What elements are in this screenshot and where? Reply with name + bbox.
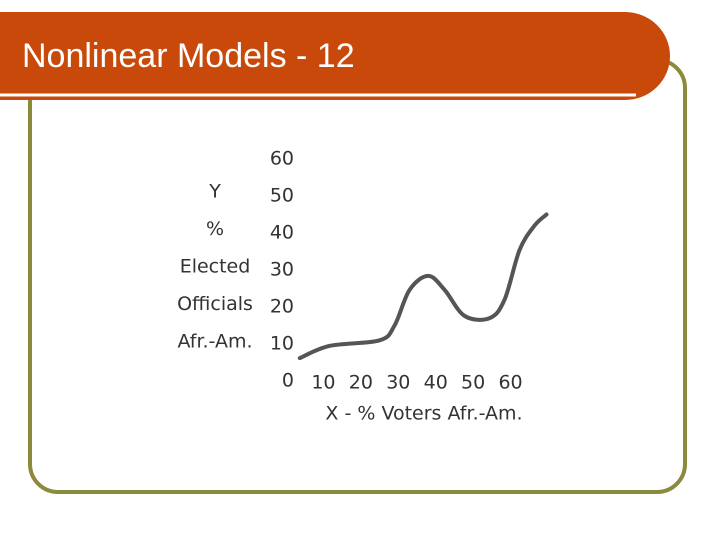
y-tick-label: 50 (270, 185, 294, 207)
slide-title: Nonlinear Models - 12 (22, 37, 355, 75)
x-tick-label: 20 (349, 372, 373, 394)
y-axis-label: Y (208, 181, 221, 203)
slide-frame (28, 58, 687, 494)
y-axis-label: % (206, 218, 224, 240)
y-axis-label: Afr.-Am. (177, 331, 252, 353)
y-tick-label: 10 (270, 333, 294, 355)
y-tick-label: 40 (270, 222, 294, 244)
x-tick-label: 60 (498, 372, 522, 394)
y-tick-label: 20 (270, 296, 294, 318)
x-axis-label: X - % Voters Afr.-Am. (325, 403, 522, 425)
x-tick-label: 30 (386, 372, 410, 394)
y-tick-label: 0 (282, 370, 294, 392)
data-line (297, 212, 549, 361)
y-axis-label: Officials (177, 293, 253, 315)
header-band (0, 12, 670, 100)
chart: 0 10 20 30 40 50 60 10 20 30 40 50 60 Y% Elected Offici… (177, 148, 549, 425)
x-tick-label: 40 (424, 372, 448, 394)
x-tick-label: 10 (311, 372, 335, 394)
y-tick-label: 60 (270, 148, 294, 170)
x-tick-label: 50 (461, 372, 485, 394)
y-axis-label: Elected (180, 256, 251, 278)
y-tick-label: 30 (270, 259, 294, 281)
